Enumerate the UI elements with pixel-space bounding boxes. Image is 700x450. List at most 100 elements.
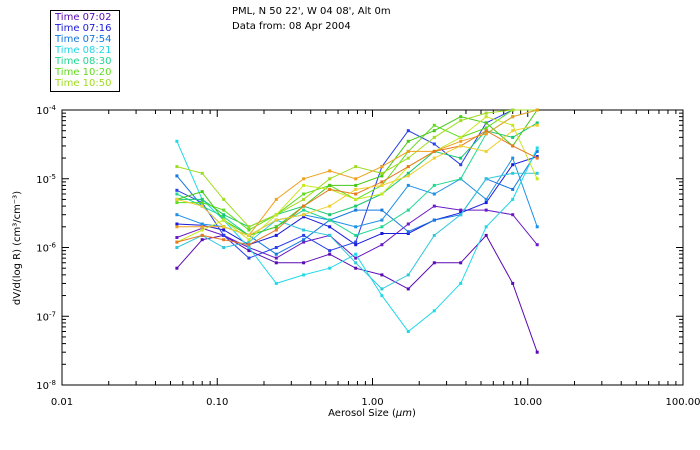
data-point xyxy=(200,238,204,242)
data-point xyxy=(511,115,515,119)
data-point xyxy=(302,197,306,201)
data-point xyxy=(511,144,515,148)
data-point xyxy=(302,177,306,181)
data-point xyxy=(175,174,179,178)
legend-entry: Time 08:30 xyxy=(55,56,112,67)
legend-entry: Time 10:50 xyxy=(55,78,112,89)
data-point xyxy=(354,225,358,229)
data-point xyxy=(459,163,463,167)
y-tick-label: 10-4 xyxy=(36,104,56,117)
data-point xyxy=(484,129,488,133)
series-17 xyxy=(175,123,539,237)
data-point xyxy=(432,309,436,313)
data-point xyxy=(328,187,332,191)
data-point xyxy=(274,197,278,201)
data-point xyxy=(302,238,306,242)
data-point xyxy=(484,111,488,115)
data-point xyxy=(222,233,226,237)
data-point xyxy=(175,240,179,244)
data-point xyxy=(247,228,251,232)
x-tick-label: 0.10 xyxy=(206,397,228,408)
data-point xyxy=(328,225,332,229)
data-point xyxy=(484,126,488,130)
data-point xyxy=(406,183,410,187)
data-point xyxy=(175,139,179,143)
data-point xyxy=(406,139,410,143)
data-point xyxy=(200,233,204,237)
x-tick-label: 1.00 xyxy=(361,397,383,408)
data-point xyxy=(354,252,358,256)
data-point xyxy=(175,197,179,201)
data-point xyxy=(511,123,515,127)
data-point xyxy=(380,225,384,229)
data-point xyxy=(484,115,488,119)
data-point xyxy=(200,190,204,194)
data-point xyxy=(406,330,410,333)
legend-entry: Time 10:20 xyxy=(55,67,112,78)
data-point xyxy=(302,273,306,277)
data-point xyxy=(432,135,436,139)
data-point xyxy=(247,233,251,237)
data-point xyxy=(535,121,539,125)
data-point xyxy=(459,281,463,285)
data-point xyxy=(354,261,358,265)
data-point xyxy=(302,261,306,265)
series-line xyxy=(176,124,538,236)
data-point xyxy=(380,171,384,175)
data-point xyxy=(535,156,539,160)
data-point xyxy=(200,201,204,205)
data-point xyxy=(302,213,306,217)
data-point xyxy=(328,252,332,256)
data-point xyxy=(328,213,332,217)
data-point xyxy=(432,149,436,153)
data-point xyxy=(247,249,251,253)
data-point xyxy=(511,108,515,112)
legend-entry: Time 08:21 xyxy=(55,45,112,56)
data-point xyxy=(432,142,436,146)
data-point xyxy=(328,266,332,270)
data-point xyxy=(432,261,436,265)
data-point xyxy=(274,233,278,237)
data-point xyxy=(175,222,179,226)
data-point xyxy=(406,208,410,212)
data-point xyxy=(459,135,463,139)
data-point xyxy=(511,197,515,201)
data-point xyxy=(274,281,278,285)
y-tick-label: 10-8 xyxy=(36,379,56,392)
data-point xyxy=(302,233,306,237)
data-point xyxy=(432,204,436,208)
legend-entry: Time 07:16 xyxy=(55,23,112,34)
data-point xyxy=(380,287,384,291)
data-point xyxy=(484,233,488,237)
data-point xyxy=(175,236,179,239)
data-point xyxy=(274,218,278,222)
data-point xyxy=(302,204,306,208)
data-point xyxy=(406,129,410,133)
data-point xyxy=(459,208,463,212)
legend-entry: Time 07:54 xyxy=(55,34,112,45)
data-point xyxy=(406,287,410,291)
data-point xyxy=(247,240,251,244)
data-point xyxy=(328,204,332,208)
data-point xyxy=(354,192,358,196)
data-point xyxy=(354,256,358,260)
data-point xyxy=(380,174,384,178)
data-point xyxy=(328,233,332,237)
data-point xyxy=(511,129,515,133)
data-point xyxy=(302,240,306,244)
legend-entry: Time 07:02 xyxy=(55,12,112,23)
x-tick-label: 0.01 xyxy=(51,397,73,408)
x-tick-label: 10.00 xyxy=(513,397,542,408)
data-point xyxy=(354,197,358,201)
data-point xyxy=(354,204,358,208)
data-point xyxy=(484,225,488,229)
data-point xyxy=(380,183,384,187)
data-point xyxy=(406,174,410,178)
data-point xyxy=(380,180,384,184)
data-point xyxy=(459,119,463,123)
data-point xyxy=(406,165,410,169)
data-point xyxy=(406,149,410,153)
data-point xyxy=(432,192,436,196)
data-point xyxy=(459,115,463,119)
